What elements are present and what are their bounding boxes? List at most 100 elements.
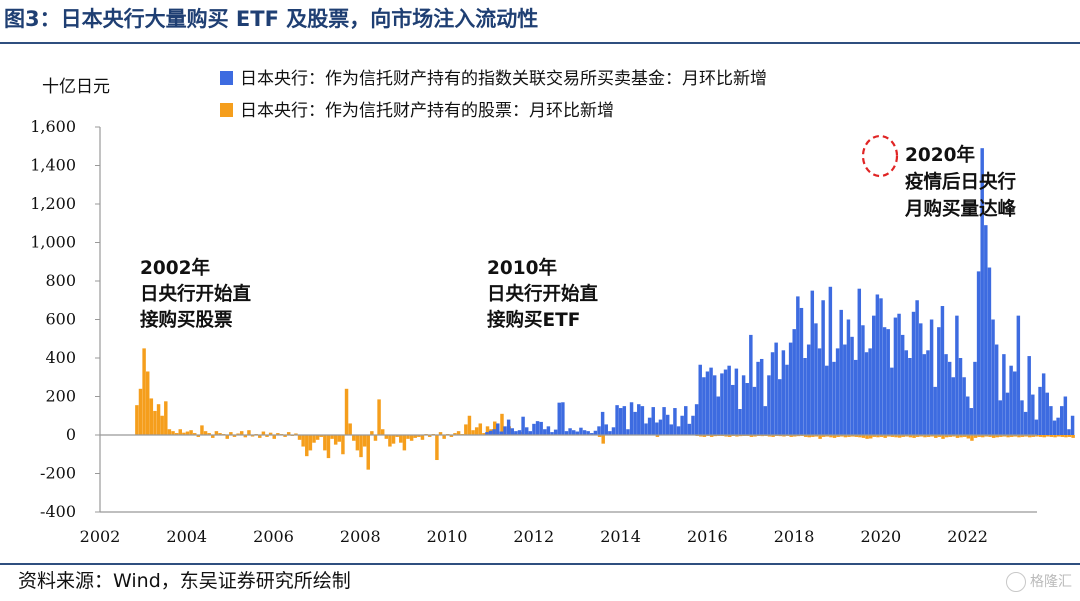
x-tick-label: 2022 <box>947 527 988 546</box>
etf-bar <box>882 327 887 435</box>
etf-bar <box>875 294 880 435</box>
stock-bar <box>330 435 334 439</box>
annotation-2020-line1: 2020年 <box>905 144 975 166</box>
stock-bar <box>782 435 786 437</box>
stock-bar <box>276 433 280 435</box>
etf-bar <box>806 344 811 435</box>
stock-bar <box>402 435 407 451</box>
stock-bar <box>391 435 396 444</box>
stock-bar <box>832 435 837 438</box>
etf-bar <box>727 365 731 435</box>
etf-bar <box>561 402 565 435</box>
stock-bar <box>861 435 866 438</box>
stock-bar <box>753 435 757 437</box>
stock-bar <box>850 435 855 437</box>
stock-bar <box>915 435 920 437</box>
etf-bars <box>485 148 1075 436</box>
stock-bar <box>840 435 844 437</box>
etf-bar <box>958 358 963 435</box>
stock-bar <box>326 435 331 459</box>
stock-bar <box>355 435 360 451</box>
etf-bar <box>792 329 796 436</box>
stock-bar <box>261 431 266 435</box>
etf-bar <box>731 384 735 435</box>
etf-bar <box>535 421 540 435</box>
stock-bar <box>981 435 985 438</box>
etf-bar <box>969 408 974 435</box>
y-tick-label: 1,000 <box>30 233 76 252</box>
stock-bar <box>395 435 399 437</box>
etf-bar <box>532 423 536 435</box>
stock-bar <box>160 415 164 435</box>
etf-bar <box>788 342 793 435</box>
etf-bar <box>749 334 753 435</box>
x-tick-label: 2004 <box>166 527 207 546</box>
stock-bar <box>239 431 244 435</box>
stock-bar <box>894 435 898 438</box>
etf-bar <box>929 319 934 435</box>
etf-bar <box>492 429 496 435</box>
etf-bar <box>911 311 916 435</box>
stock-bar <box>247 430 251 435</box>
etf-bar <box>575 431 580 435</box>
stock-bar <box>1024 435 1028 437</box>
etf-bar <box>680 415 684 435</box>
stock-bar <box>294 433 298 435</box>
stock-bar <box>1020 435 1025 437</box>
stock-bar <box>934 435 938 438</box>
etf-bar <box>608 431 612 435</box>
stock-bar <box>453 433 457 435</box>
stock-bar <box>1002 435 1007 437</box>
legend: 日本央行：作为信托财产持有的指数关联交易所买卖基金：月环比新增 日本央行：作为信… <box>220 69 767 121</box>
stock-bar <box>988 435 992 437</box>
x-tick-label: 2010 <box>427 527 468 546</box>
title-divider <box>0 42 1080 44</box>
stock-bar <box>265 435 269 437</box>
etf-bar <box>712 375 717 435</box>
stock-bar <box>153 410 157 435</box>
etf-bar <box>814 323 818 435</box>
etf-bar <box>496 423 500 435</box>
stock-bar <box>185 431 190 435</box>
etf-bar <box>886 329 890 436</box>
stock-bar <box>1031 435 1036 437</box>
peak-highlight-circle <box>861 134 899 178</box>
etf-bar <box>781 350 786 435</box>
etf-bar <box>1067 429 1071 435</box>
etf-bar <box>810 290 815 435</box>
etf-bar <box>1049 406 1053 436</box>
stock-bar <box>948 435 952 437</box>
stock-bar <box>897 435 902 438</box>
etf-bar <box>723 369 728 435</box>
etf-bar <box>843 344 847 435</box>
stock-bar <box>474 427 479 435</box>
etf-bar <box>593 430 598 435</box>
stock-bar <box>1056 435 1061 437</box>
etf-bar <box>524 427 529 435</box>
etf-bar <box>803 358 807 435</box>
stock-bar <box>854 435 858 437</box>
etf-bar <box>951 377 956 435</box>
stock-bar <box>868 435 873 439</box>
etf-bar <box>1023 411 1028 435</box>
etf-bar <box>944 354 948 435</box>
etf-bar <box>582 430 587 435</box>
stock-bar <box>435 435 439 461</box>
stock-bar <box>1067 435 1072 437</box>
stock-bar <box>464 424 468 435</box>
x-tick-label: 2016 <box>687 527 728 546</box>
etf-bar <box>897 313 901 435</box>
x-tick-label: 2020 <box>860 527 901 546</box>
stock-bar <box>1006 435 1010 438</box>
stock-bar <box>959 435 963 438</box>
etf-bar <box>543 429 547 435</box>
stock-bar <box>825 435 830 437</box>
stock-bar <box>999 435 1003 437</box>
stock-bar <box>200 425 204 436</box>
etf-bar <box>600 411 605 435</box>
figure-title: 图3：日本央行大量购买 ETF 及股票，向市场注入流动性 <box>4 7 539 31</box>
stock-bar <box>478 423 483 435</box>
annotation-2002: 2002年 日央行开始直 接购买股票 <box>140 257 252 331</box>
stock-bar <box>286 432 291 435</box>
stock-bar <box>597 435 602 437</box>
